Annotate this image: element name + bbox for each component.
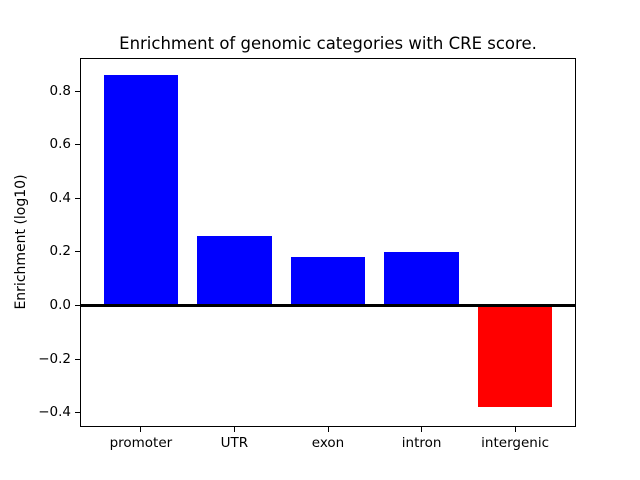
x-tick-label-intergenic: intergenic <box>481 435 550 451</box>
y-tick-label: 0.2 <box>49 243 71 260</box>
bar-exon <box>290 257 366 306</box>
bar-intron <box>384 251 459 306</box>
y-tick-mark <box>75 358 80 360</box>
bar-UTR <box>197 235 272 306</box>
y-tick-label: 0.6 <box>49 136 71 153</box>
x-tick-mark <box>327 427 329 432</box>
x-tick-mark <box>514 427 516 432</box>
y-tick-mark <box>75 197 80 199</box>
y-tick-mark <box>75 90 80 92</box>
plot-area: −0.4 −0.2 0.0 0.2 0.4 0.6 0.8 promoter UTR exon in… <box>38 58 576 451</box>
zero-line <box>81 304 575 307</box>
x-tick-label-UTR: UTR <box>220 435 249 451</box>
chart-title: Enrichment of genomic categories with CR… <box>119 34 537 53</box>
y-tick-label: 0.4 <box>49 189 71 206</box>
y-tick-mark <box>75 305 80 306</box>
y-tick-mark <box>75 144 80 146</box>
x-tick-mark <box>233 427 235 432</box>
y-tick-label: 0.0 <box>49 297 71 313</box>
x-tick-label-intron: intron <box>401 435 442 451</box>
y-tick-mark <box>75 412 80 414</box>
y-tick-label: −0.4 <box>38 404 71 421</box>
y-tick-label: 0.8 <box>49 82 71 99</box>
bar-promoter <box>103 75 179 306</box>
x-tick-label-promoter: promoter <box>109 435 173 451</box>
x-tick-mark <box>421 427 423 432</box>
x-tick-mark <box>140 427 142 432</box>
y-tick-mark <box>75 251 80 253</box>
x-tick-label-exon: exon <box>311 435 345 451</box>
y-tick-label: −0.2 <box>38 350 71 367</box>
bar-intergenic <box>477 305 553 408</box>
